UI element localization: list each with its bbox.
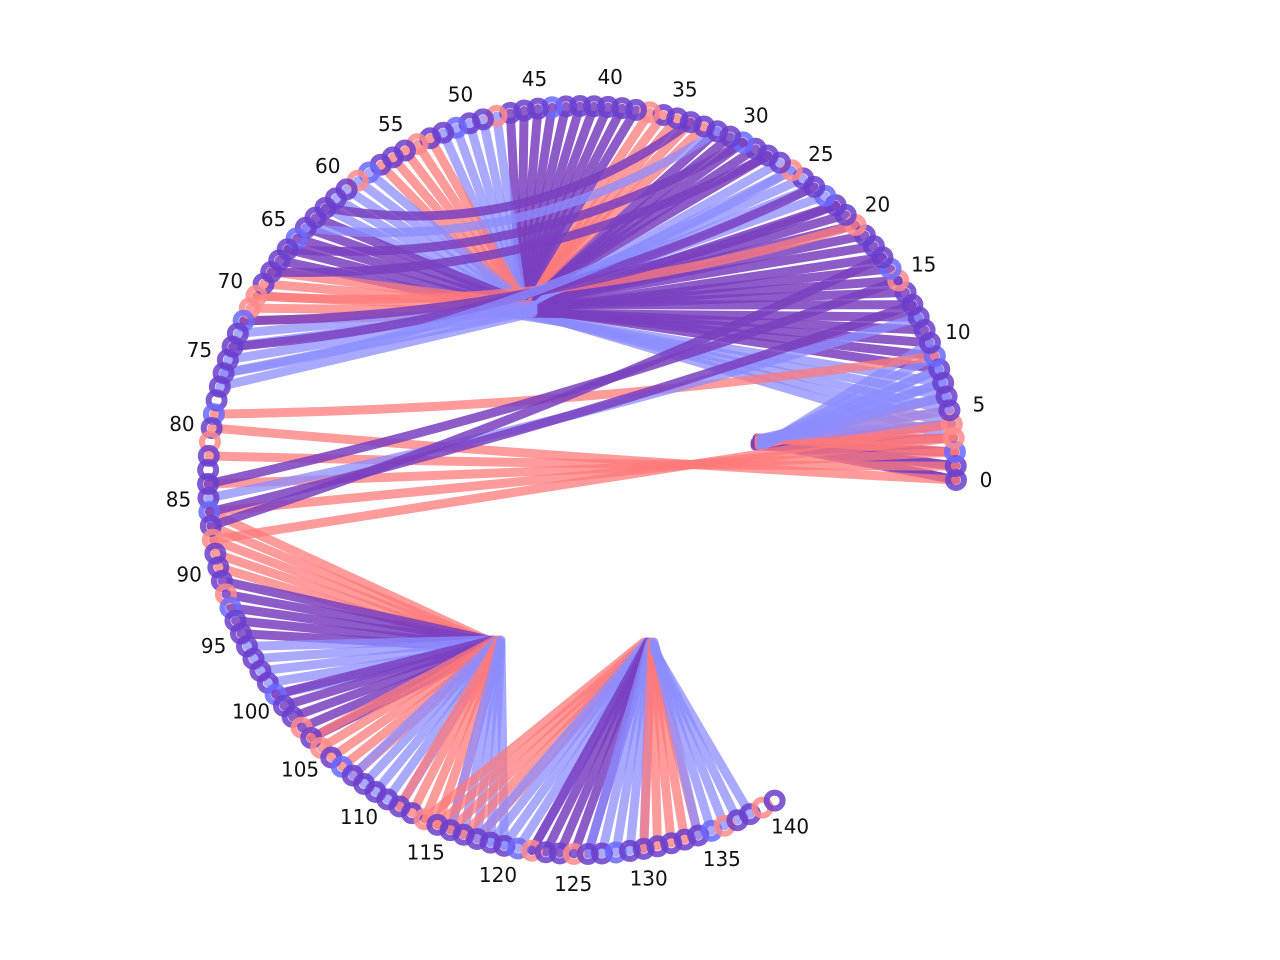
tick-label: 115 (407, 841, 445, 865)
tick-label: 75 (187, 338, 212, 362)
link-chord (219, 165, 797, 378)
tick-label: 70 (218, 269, 243, 293)
tick-label: 35 (672, 77, 697, 101)
link-arc (215, 308, 538, 392)
link-chord (266, 150, 773, 277)
link-arc (504, 252, 887, 318)
link-chord (208, 419, 957, 545)
tick-label: 20 (865, 192, 890, 216)
tick-label: 0 (980, 468, 993, 492)
link-chord (283, 137, 748, 256)
tick-label: 50 (448, 83, 473, 107)
tick-label: 140 (771, 814, 809, 838)
tick-label: 80 (169, 412, 194, 436)
tick-label: 85 (166, 487, 191, 511)
tick-label: 110 (340, 805, 378, 829)
tick-label: 65 (261, 207, 286, 231)
nodes-layer (197, 95, 967, 865)
tick-label: 10 (945, 320, 970, 344)
tick-label: 105 (281, 757, 319, 781)
link-chord (207, 423, 961, 485)
link-chord (204, 300, 917, 517)
tick-label: 95 (201, 634, 226, 658)
node (763, 789, 786, 812)
link-chord (206, 252, 887, 531)
tick-label: 25 (808, 142, 833, 166)
link-chord (203, 275, 903, 489)
links-layer (203, 101, 961, 859)
link-chord (301, 126, 722, 238)
tick-label: 60 (315, 154, 340, 178)
tick-label: 130 (630, 866, 668, 890)
tick-label: 55 (378, 112, 403, 136)
link-chord (204, 433, 959, 517)
link-arc (649, 645, 755, 819)
tick-label: 45 (522, 67, 547, 91)
tick-label: 125 (554, 872, 592, 896)
tick-labels-layer: 0 5 10 15 20 25 30 35 40 45 50 55 60 65 70 75 80 85 90 95 10… (166, 65, 993, 896)
tick-label: 30 (743, 103, 768, 127)
tick-label: 5 (973, 393, 986, 417)
link-chord (321, 117, 696, 221)
tick-label: 40 (597, 65, 622, 89)
tick-label: 90 (176, 562, 201, 586)
tick-label: 135 (703, 847, 741, 871)
tick-label: 100 (232, 700, 270, 724)
tick-label: 15 (911, 252, 936, 276)
link-arc (502, 308, 924, 322)
tick-label: 120 (479, 863, 517, 887)
